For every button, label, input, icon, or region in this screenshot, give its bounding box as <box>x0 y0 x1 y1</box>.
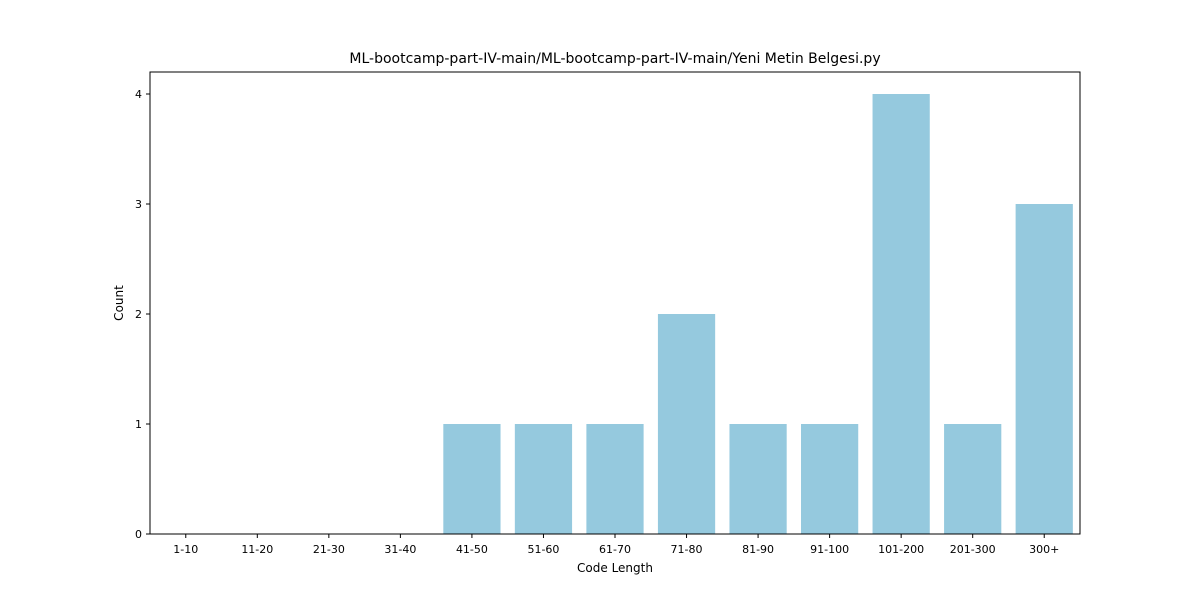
x-tick-label: 91-100 <box>810 543 849 556</box>
y-tick-label: 4 <box>135 88 142 101</box>
y-tick-label: 0 <box>135 528 142 541</box>
y-tick-label: 3 <box>135 198 142 211</box>
bar-51-60 <box>514 424 573 534</box>
plot-frame <box>149 71 1081 535</box>
x-tick-label: 61-70 <box>599 543 631 556</box>
x-axis-label: Code Length <box>577 561 653 575</box>
x-tick-label: 101-200 <box>878 543 924 556</box>
x-tick-label: 71-80 <box>671 543 703 556</box>
x-tick-label: 21-30 <box>313 543 345 556</box>
bar-91-100 <box>801 424 859 534</box>
bar-41-50 <box>443 424 501 534</box>
x-tick-label: 31-40 <box>384 543 416 556</box>
x-ticks-group: 1-10 11-20 21-30 31-40 41-50 51-60 61-70 71-80 8… <box>173 534 1059 556</box>
x-tick-label: 1-10 <box>173 543 198 556</box>
bar-101-200 <box>872 94 930 534</box>
bar-201-300 <box>944 424 1002 534</box>
bar-71-80 <box>657 314 716 534</box>
x-tick-label: 201-300 <box>950 543 996 556</box>
bar-81-90 <box>729 424 787 534</box>
bar-300+ <box>1015 204 1073 534</box>
x-tick-label: 41-50 <box>456 543 488 556</box>
y-tick-label: 1 <box>135 418 142 431</box>
x-tick-label: 81-90 <box>742 543 774 556</box>
chart-title: ML-bootcamp-part-IV-main/ML-bootcamp-par… <box>349 51 880 67</box>
x-tick-label: 300+ <box>1029 543 1059 556</box>
x-tick-label: 51-60 <box>527 543 559 556</box>
y-ticks-group: 0 1 2 3 4 <box>135 88 150 541</box>
bar-61-70 <box>586 424 644 534</box>
y-axis-label: Count <box>112 285 126 321</box>
bars-group <box>443 94 1073 534</box>
y-tick-label: 2 <box>135 308 142 321</box>
x-tick-label: 11-20 <box>241 543 273 556</box>
